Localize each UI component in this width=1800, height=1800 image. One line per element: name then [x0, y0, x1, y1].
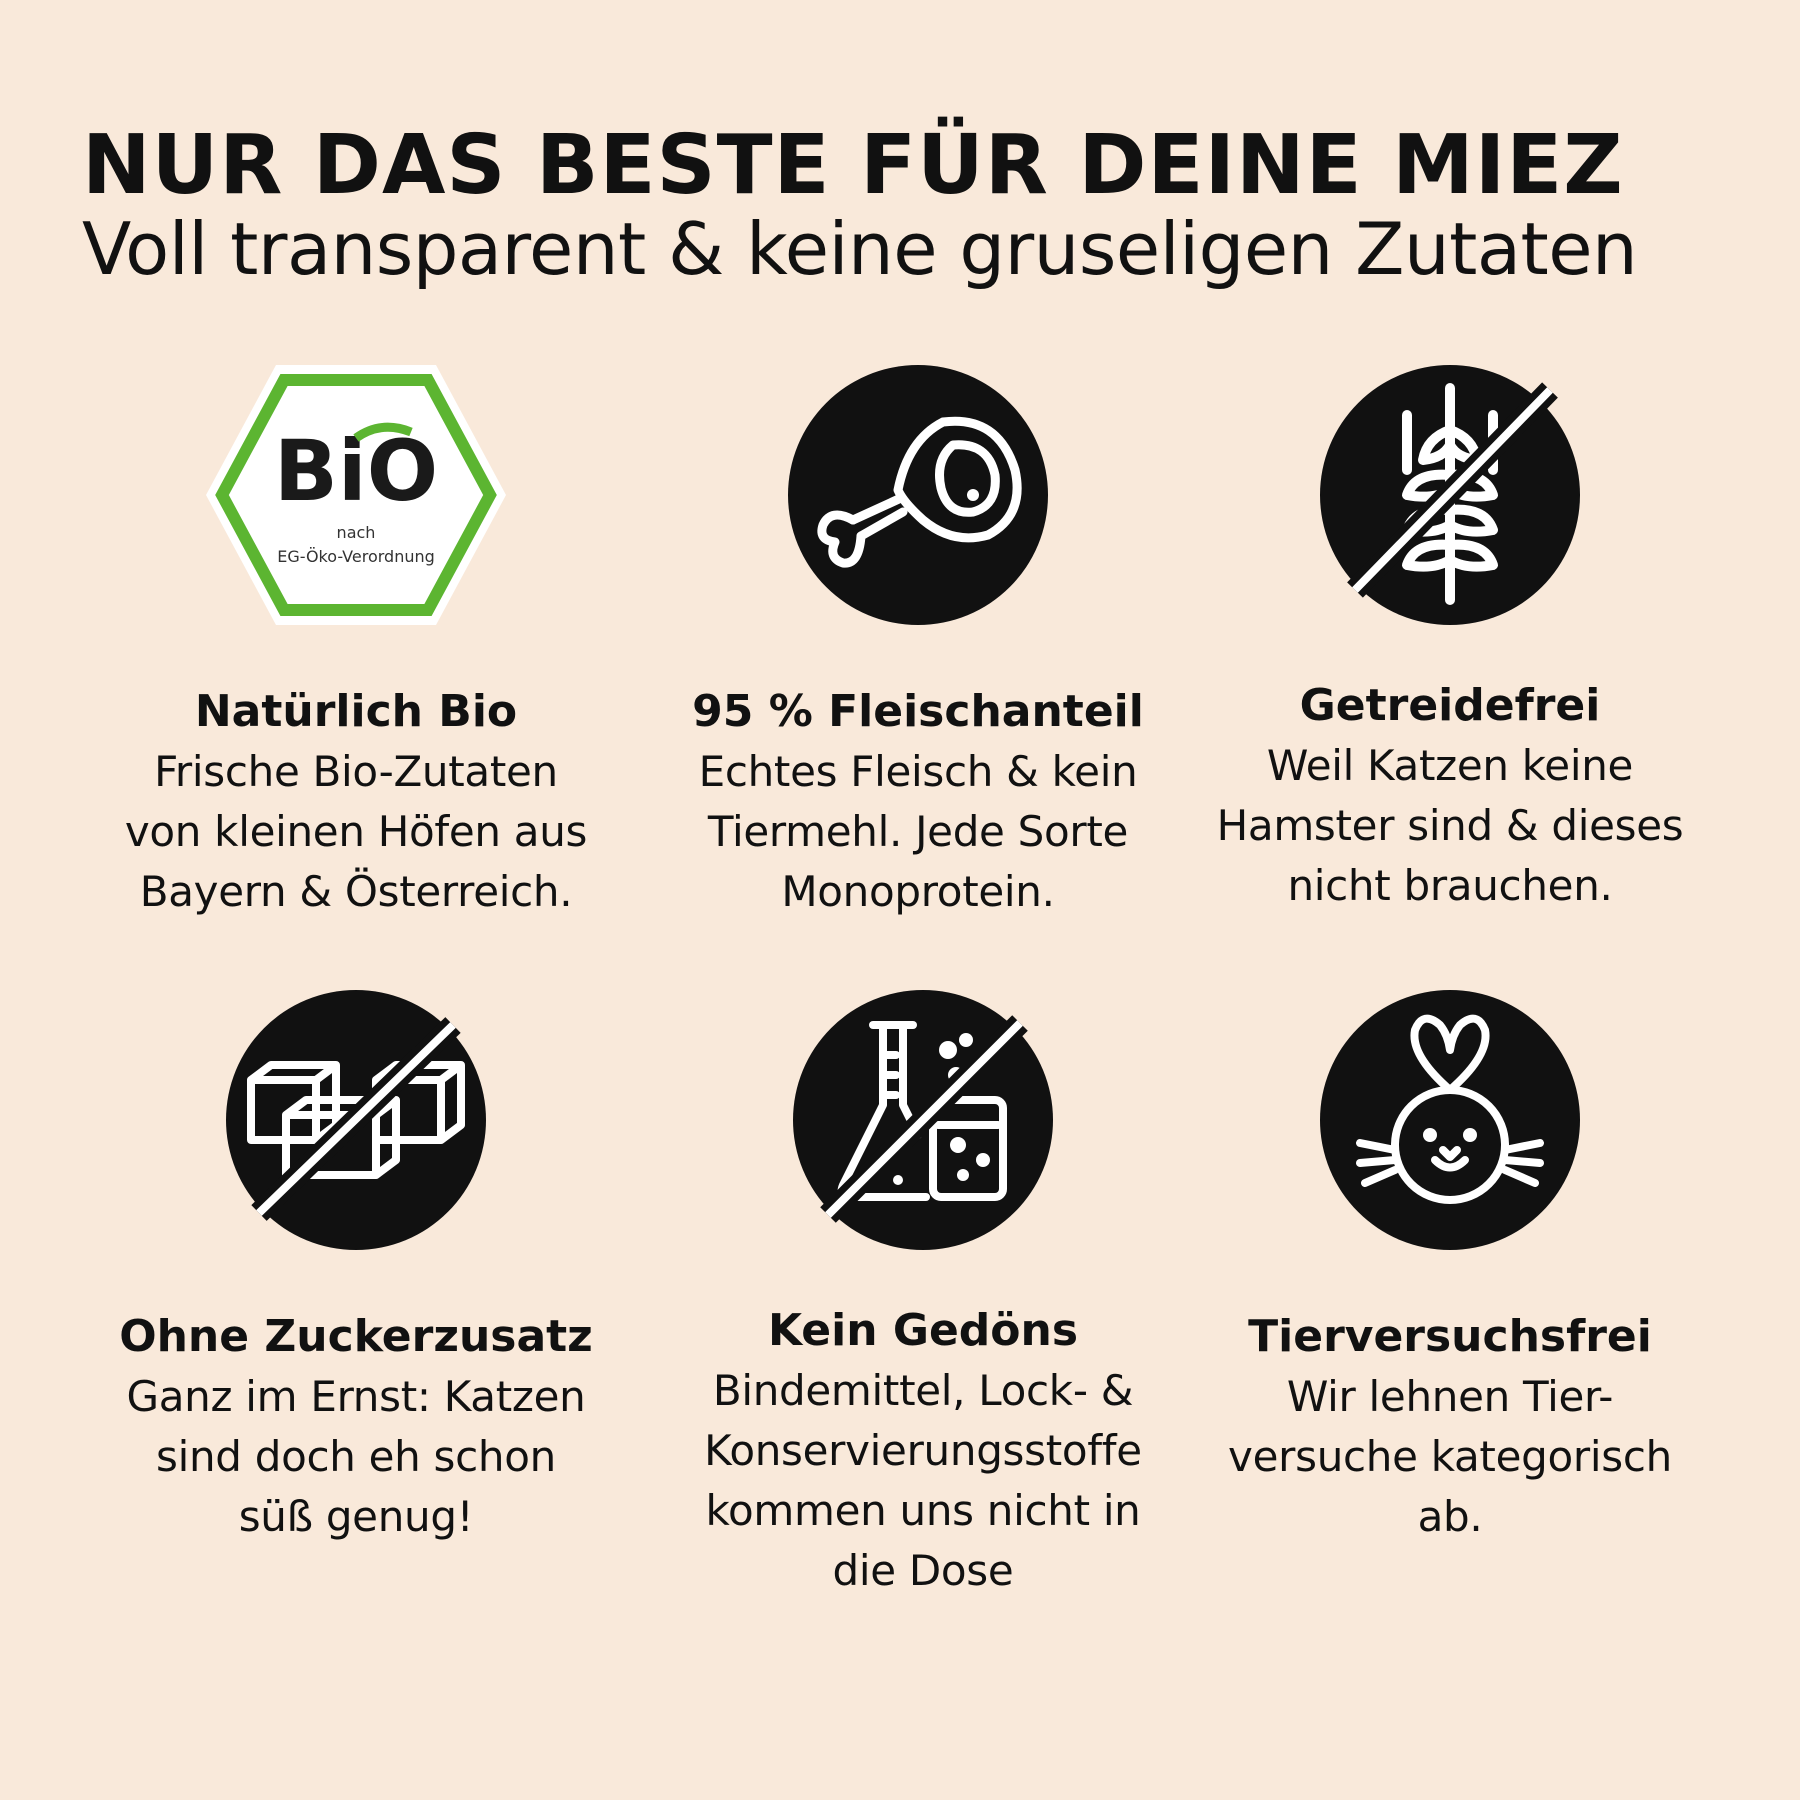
seal-word: BiO — [274, 422, 438, 520]
meat-leg-icon — [788, 365, 1048, 625]
no-grain-icon — [1320, 365, 1580, 625]
bio-seal-icon: BiO nach EG-Öko-Verordnung — [206, 365, 506, 625]
header: NUR DAS BESTE FÜR DEINE MIEZ Voll transp… — [82, 118, 1762, 292]
seal-line-1: nach — [337, 523, 376, 542]
feature-title: 95 % Fleischanteil — [692, 686, 1144, 737]
feature-description: Echtes Fleisch & kein Tiermehl. Jede Sor… — [698, 747, 1138, 916]
no-sugar-cubes-icon — [226, 990, 486, 1250]
seal-line-2: EG-Öko-Verordnung — [277, 547, 435, 566]
page-title: NUR DAS BESTE FÜR DEINE MIEZ — [82, 118, 1624, 213]
no-chemicals-icon — [793, 990, 1053, 1250]
feature-cruelty-free: Tierversuchsfrei Wir lehnen Tier- versuc… — [1170, 985, 1730, 1547]
feature-bio: BiO nach EG-Öko-Verordnung Natürlich Bio… — [76, 360, 636, 922]
feature-grain-free: Getreidefrei Weil Katzen keine Hamster s… — [1170, 360, 1730, 916]
feature-description: Bindemittel, Lock- & Konservierungsstoff… — [704, 1366, 1142, 1595]
page-subtitle: Voll transparent & keine gruseligen Zuta… — [82, 207, 1638, 291]
feature-description: Frische Bio-Zutaten von kleinen Höfen au… — [124, 747, 588, 916]
feature-description: Ganz im Ernst: Katzen sind doch eh schon… — [126, 1372, 586, 1541]
feature-description: Wir lehnen Tier- versuche kategorisch ab… — [1228, 1372, 1672, 1541]
feature-description: Weil Katzen keine Hamster sind & dieses … — [1216, 741, 1684, 910]
feature-title: Ohne Zuckerzusatz — [119, 1311, 593, 1362]
feature-meat: 95 % Fleischanteil Echtes Fleisch & kein… — [638, 360, 1198, 922]
feature-title: Getreidefrei — [1299, 680, 1601, 731]
bunny-icon — [1320, 990, 1580, 1250]
feature-title: Tierversuchsfrei — [1248, 1311, 1652, 1362]
feature-title: Kein Gedöns — [767, 1305, 1079, 1356]
feature-no-additives: Kein Gedöns Bindemittel, Lock- & Konserv… — [643, 985, 1203, 1601]
feature-no-sugar: Ohne Zuckerzusatz Ganz im Ernst: Katzen … — [76, 985, 636, 1547]
feature-title: Natürlich Bio — [194, 686, 518, 737]
